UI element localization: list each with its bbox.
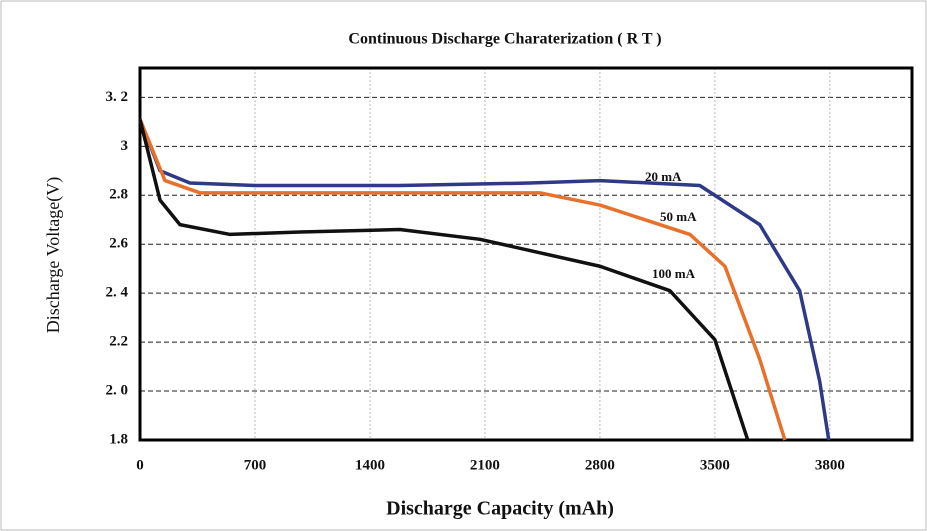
series-label: 20 mA <box>645 169 682 184</box>
chart-title: Continuous Discharge Charaterization ( R… <box>348 31 661 48</box>
y-tick-label: 2.6 <box>109 236 128 252</box>
y-tick-label: 2.2 <box>109 334 128 350</box>
x-tick-label: 0 <box>136 457 144 473</box>
x-tick-label: 2100 <box>470 457 500 473</box>
series-line <box>138 118 787 441</box>
y-axis-label: Discharge Voltage(V) <box>43 177 64 333</box>
series-label: 100 mA <box>652 266 696 281</box>
y-tick-label: 3 <box>121 138 129 154</box>
x-tick-label: 1400 <box>355 457 385 473</box>
y-tick-label: 2. 4 <box>106 285 129 301</box>
y-tick-label: 2.8 <box>109 187 128 203</box>
series-line <box>138 118 750 441</box>
x-axis-label: Discharge Capacity (mAh) <box>386 498 614 520</box>
series-line <box>138 118 831 441</box>
x-tick-label: 3500 <box>700 457 730 473</box>
x-tick-label: 2800 <box>585 457 615 473</box>
y-tick-label: 3. 2 <box>106 89 129 105</box>
x-tick-label: 3800 <box>815 457 845 473</box>
x-tick-label: 700 <box>244 457 267 473</box>
y-tick-label: 2. 0 <box>106 382 129 398</box>
plot-border <box>138 66 914 442</box>
series-label: 50 mA <box>660 209 697 224</box>
y-tick-label: 1.8 <box>109 431 128 447</box>
